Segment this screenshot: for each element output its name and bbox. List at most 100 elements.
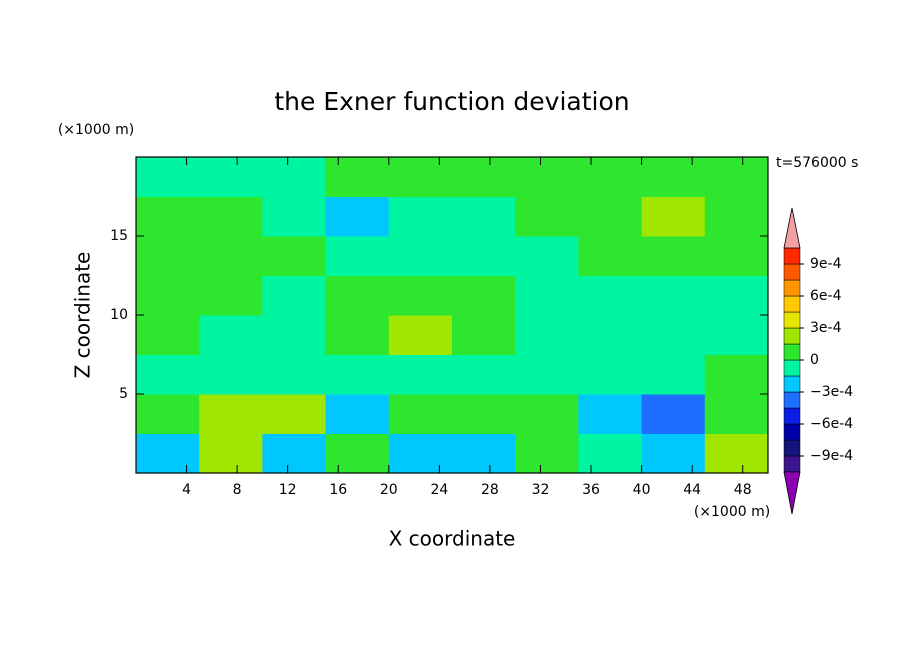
colorbar-over [783, 207, 801, 249]
contour-cell [388, 275, 453, 316]
contour-cell [325, 394, 390, 434]
y-axis-title: Z coordinate [71, 252, 95, 379]
time-annotation: t=576000 s [776, 155, 858, 171]
contour-cell [325, 275, 390, 316]
contour-cell [199, 354, 263, 395]
x-axis-title: X coordinate [389, 527, 516, 551]
y-tick-label: 10 [110, 307, 128, 323]
colorbar-box [783, 455, 801, 473]
colorbar-box [783, 375, 801, 393]
chart-title: the Exner function deviation [274, 87, 629, 116]
contour-cell [452, 275, 516, 316]
contour-cell [578, 236, 643, 276]
colorbar-under [783, 471, 801, 515]
contour-cell [262, 236, 327, 276]
contour-cell [641, 275, 706, 316]
contour-cell [388, 394, 453, 434]
contour-cell [704, 433, 769, 474]
x-unit: (×1000 m) [694, 504, 770, 520]
x-tick-label: 12 [279, 482, 297, 498]
contour-cell [325, 196, 390, 237]
colorbar-box [783, 295, 801, 313]
contour-cell [704, 157, 769, 197]
x-tick-label: 48 [734, 482, 752, 498]
contour-cell [262, 354, 327, 395]
contour-cell [388, 315, 453, 355]
contour-cell [136, 354, 200, 395]
contour-cell [515, 394, 579, 434]
contour-cell [262, 315, 327, 355]
colorbar-tick-label: −9e-4 [810, 448, 853, 464]
contour-cell [641, 394, 706, 434]
contour-cell [325, 433, 390, 474]
contour-cell [704, 394, 769, 434]
colorbar-box [783, 391, 801, 409]
contour-cell [199, 157, 263, 197]
contour-cell [452, 394, 516, 434]
contour-cell [136, 315, 200, 355]
colorbar-box [783, 343, 801, 361]
colorbar-box [783, 311, 801, 329]
colorbar-box [783, 407, 801, 425]
colorbar-tick-label: 3e-4 [810, 320, 842, 336]
x-tick-label: 32 [532, 482, 550, 498]
contour-cell [388, 354, 453, 395]
colorbar-tick-label: 9e-4 [810, 256, 842, 272]
contour-cell [515, 157, 579, 197]
colorbar-box [783, 247, 801, 265]
contour-cell [704, 196, 769, 237]
y-unit: (×1000 m) [58, 122, 134, 138]
colorbar-tick-label: −3e-4 [810, 384, 853, 400]
x-tick-label: 36 [582, 482, 600, 498]
contour-cell [452, 315, 516, 355]
contour-cell [452, 157, 516, 197]
contour-cell [325, 315, 390, 355]
contour-cell [515, 315, 579, 355]
colorbar-box [783, 423, 801, 441]
contour-cell [578, 354, 643, 395]
contour-cell [578, 315, 643, 355]
x-tick-label: 24 [430, 482, 448, 498]
contour-cell [199, 236, 263, 276]
x-tick-label: 20 [380, 482, 398, 498]
contour-cell [704, 275, 769, 316]
contour-cell [452, 354, 516, 395]
contour-cell [578, 275, 643, 316]
contour-cell [641, 157, 706, 197]
colorbar-tick-label: −6e-4 [810, 416, 853, 432]
contour-cell [388, 236, 453, 276]
contour-cell [388, 196, 453, 237]
x-tick-label: 8 [233, 482, 242, 498]
contour-cell [515, 196, 579, 237]
colorbar-box [783, 327, 801, 345]
x-tick-label: 16 [329, 482, 347, 498]
x-tick-label: 28 [481, 482, 499, 498]
contour-cell [388, 157, 453, 197]
colorbar-tick-label: 0 [810, 352, 819, 368]
contour-cell [199, 196, 263, 237]
contour-cell [641, 354, 706, 395]
contour-cell [136, 275, 200, 316]
contour-cell [515, 275, 579, 316]
contour-cell [388, 433, 453, 474]
colorbar-box [783, 359, 801, 377]
contour-cell [641, 236, 706, 276]
colorbar-box [783, 279, 801, 297]
contour-cell [578, 433, 643, 474]
contour-cell [578, 157, 643, 197]
x-tick-label: 40 [633, 482, 651, 498]
contour-cell [262, 157, 327, 197]
contour-cell [199, 394, 263, 434]
contour-cell [578, 394, 643, 434]
x-tick-label: 4 [182, 482, 191, 498]
contour-cell [325, 157, 390, 197]
contour-cell [325, 354, 390, 395]
contour-cell [262, 433, 327, 474]
colorbar-box [783, 439, 801, 457]
contour-cell [136, 157, 200, 197]
contour-cell [578, 196, 643, 237]
contour-cell [452, 433, 516, 474]
colorbar-tick-label: 6e-4 [810, 288, 842, 304]
contour-cell [515, 236, 579, 276]
